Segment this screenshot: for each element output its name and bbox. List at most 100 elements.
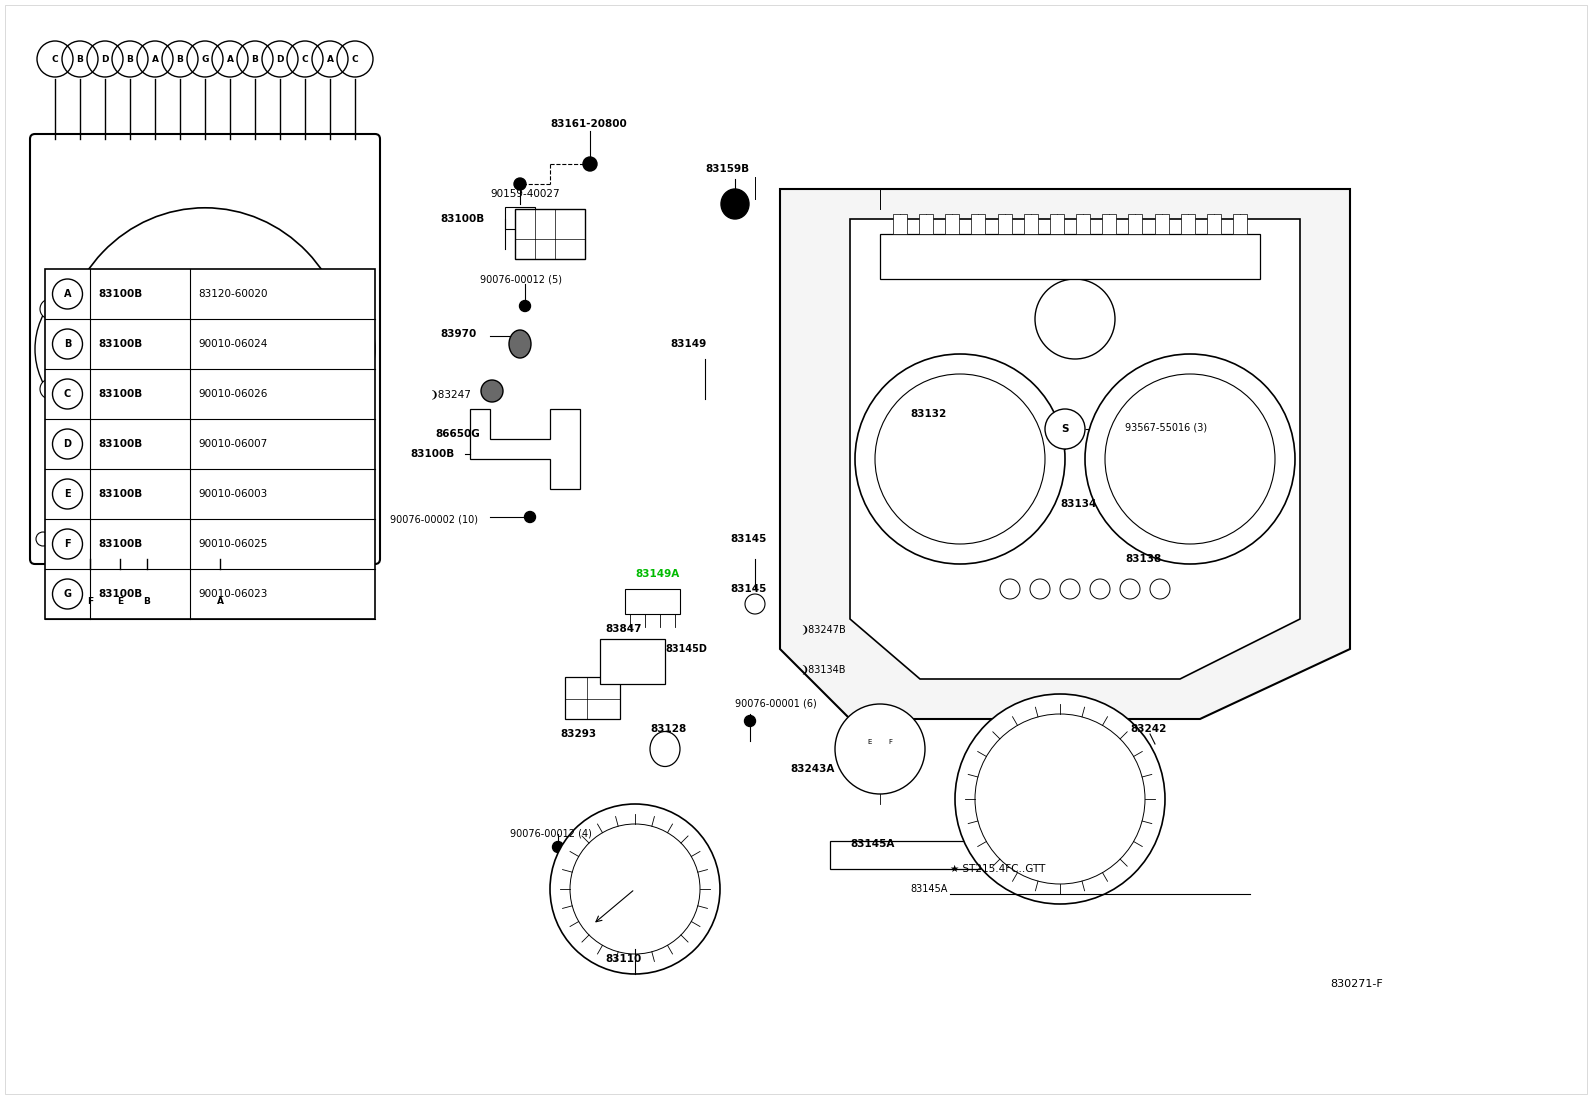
Circle shape: [745, 593, 766, 614]
Text: A: A: [64, 289, 72, 299]
Text: C: C: [352, 55, 358, 64]
Text: 83145: 83145: [731, 534, 766, 544]
Circle shape: [1000, 579, 1020, 599]
Circle shape: [519, 300, 530, 311]
Bar: [1049, 214, 1063, 234]
Text: G: G: [64, 589, 72, 599]
Text: S: S: [1062, 424, 1068, 434]
Circle shape: [1044, 409, 1086, 449]
Text: 83847: 83847: [605, 624, 642, 634]
Bar: [514, 209, 584, 259]
Circle shape: [35, 274, 185, 424]
Circle shape: [345, 532, 360, 546]
Circle shape: [217, 400, 224, 408]
Text: 83145A: 83145A: [911, 884, 947, 893]
Circle shape: [1030, 579, 1051, 599]
Text: 83100B: 83100B: [99, 289, 142, 299]
Text: 83128: 83128: [650, 724, 686, 734]
Text: C: C: [51, 55, 59, 64]
Circle shape: [86, 489, 94, 499]
Text: 83243A: 83243A: [790, 764, 834, 774]
Text: E: E: [116, 597, 123, 606]
Bar: [1129, 214, 1143, 234]
Bar: [946, 214, 960, 234]
Text: 90010-06024: 90010-06024: [197, 338, 267, 349]
Text: D: D: [277, 55, 283, 64]
Text: 93567-55016 (3): 93567-55016 (3): [1126, 422, 1207, 432]
Circle shape: [1091, 579, 1110, 599]
Circle shape: [570, 824, 700, 954]
Ellipse shape: [721, 189, 748, 219]
Circle shape: [186, 380, 194, 388]
Text: 90010-06026: 90010-06026: [197, 389, 267, 399]
Text: 83149A: 83149A: [635, 569, 680, 579]
Bar: [1102, 214, 1116, 234]
Polygon shape: [850, 219, 1301, 679]
Text: 90010-06025: 90010-06025: [197, 539, 267, 550]
Text: ❩83247: ❩83247: [430, 389, 471, 399]
Circle shape: [307, 489, 315, 499]
Text: 90076-00012 (5): 90076-00012 (5): [481, 274, 562, 284]
Circle shape: [201, 340, 209, 348]
Text: A: A: [326, 55, 333, 64]
Circle shape: [524, 511, 535, 522]
Circle shape: [955, 693, 1165, 904]
Text: 90076-00012 (4): 90076-00012 (4): [509, 829, 592, 839]
Circle shape: [974, 714, 1145, 884]
Bar: [1076, 214, 1091, 234]
Text: 83100B: 83100B: [99, 389, 142, 399]
Text: 83161-20800: 83161-20800: [549, 119, 627, 129]
Circle shape: [1105, 374, 1275, 544]
Text: 86650G: 86650G: [435, 429, 479, 439]
Text: 83100B: 83100B: [99, 539, 142, 550]
Circle shape: [1035, 279, 1114, 359]
Text: D: D: [102, 55, 108, 64]
Text: 83970: 83970: [439, 329, 476, 338]
Bar: [626, 589, 680, 614]
Circle shape: [186, 360, 194, 368]
Circle shape: [549, 804, 720, 974]
Text: 83145A: 83145A: [850, 839, 895, 850]
Bar: [75, 474, 215, 519]
Circle shape: [40, 379, 60, 399]
Bar: [45, 269, 376, 619]
Text: A: A: [226, 55, 234, 64]
Polygon shape: [470, 409, 579, 489]
Circle shape: [583, 157, 597, 171]
Text: 83100B: 83100B: [99, 338, 142, 349]
Text: F: F: [88, 597, 92, 606]
Text: ❩83247B: ❩83247B: [801, 624, 845, 634]
Circle shape: [174, 489, 183, 499]
Bar: [893, 214, 907, 234]
Circle shape: [201, 400, 209, 408]
Circle shape: [186, 340, 194, 348]
Circle shape: [285, 489, 293, 499]
Circle shape: [201, 360, 209, 368]
Text: 83242: 83242: [1130, 724, 1167, 734]
Circle shape: [350, 299, 369, 319]
Circle shape: [1060, 579, 1079, 599]
Bar: [1181, 214, 1194, 234]
Text: 83100B: 83100B: [99, 439, 142, 449]
Circle shape: [1149, 579, 1170, 599]
Bar: [1024, 214, 1038, 234]
Ellipse shape: [650, 732, 680, 766]
Text: B: B: [252, 55, 258, 64]
Circle shape: [151, 489, 161, 499]
Circle shape: [263, 489, 272, 499]
Bar: [919, 214, 933, 234]
Circle shape: [552, 842, 564, 853]
Circle shape: [224, 274, 376, 424]
Circle shape: [186, 400, 194, 408]
Text: 83100B: 83100B: [99, 589, 142, 599]
Bar: [1232, 214, 1247, 234]
Bar: [998, 214, 1011, 234]
Text: 83293: 83293: [560, 729, 595, 739]
Circle shape: [196, 489, 204, 499]
FancyBboxPatch shape: [30, 134, 380, 564]
Text: 83100B: 83100B: [99, 489, 142, 499]
Text: 90010-06007: 90010-06007: [197, 439, 267, 449]
Circle shape: [834, 704, 925, 793]
Text: D: D: [64, 439, 72, 449]
Bar: [229, 474, 334, 519]
